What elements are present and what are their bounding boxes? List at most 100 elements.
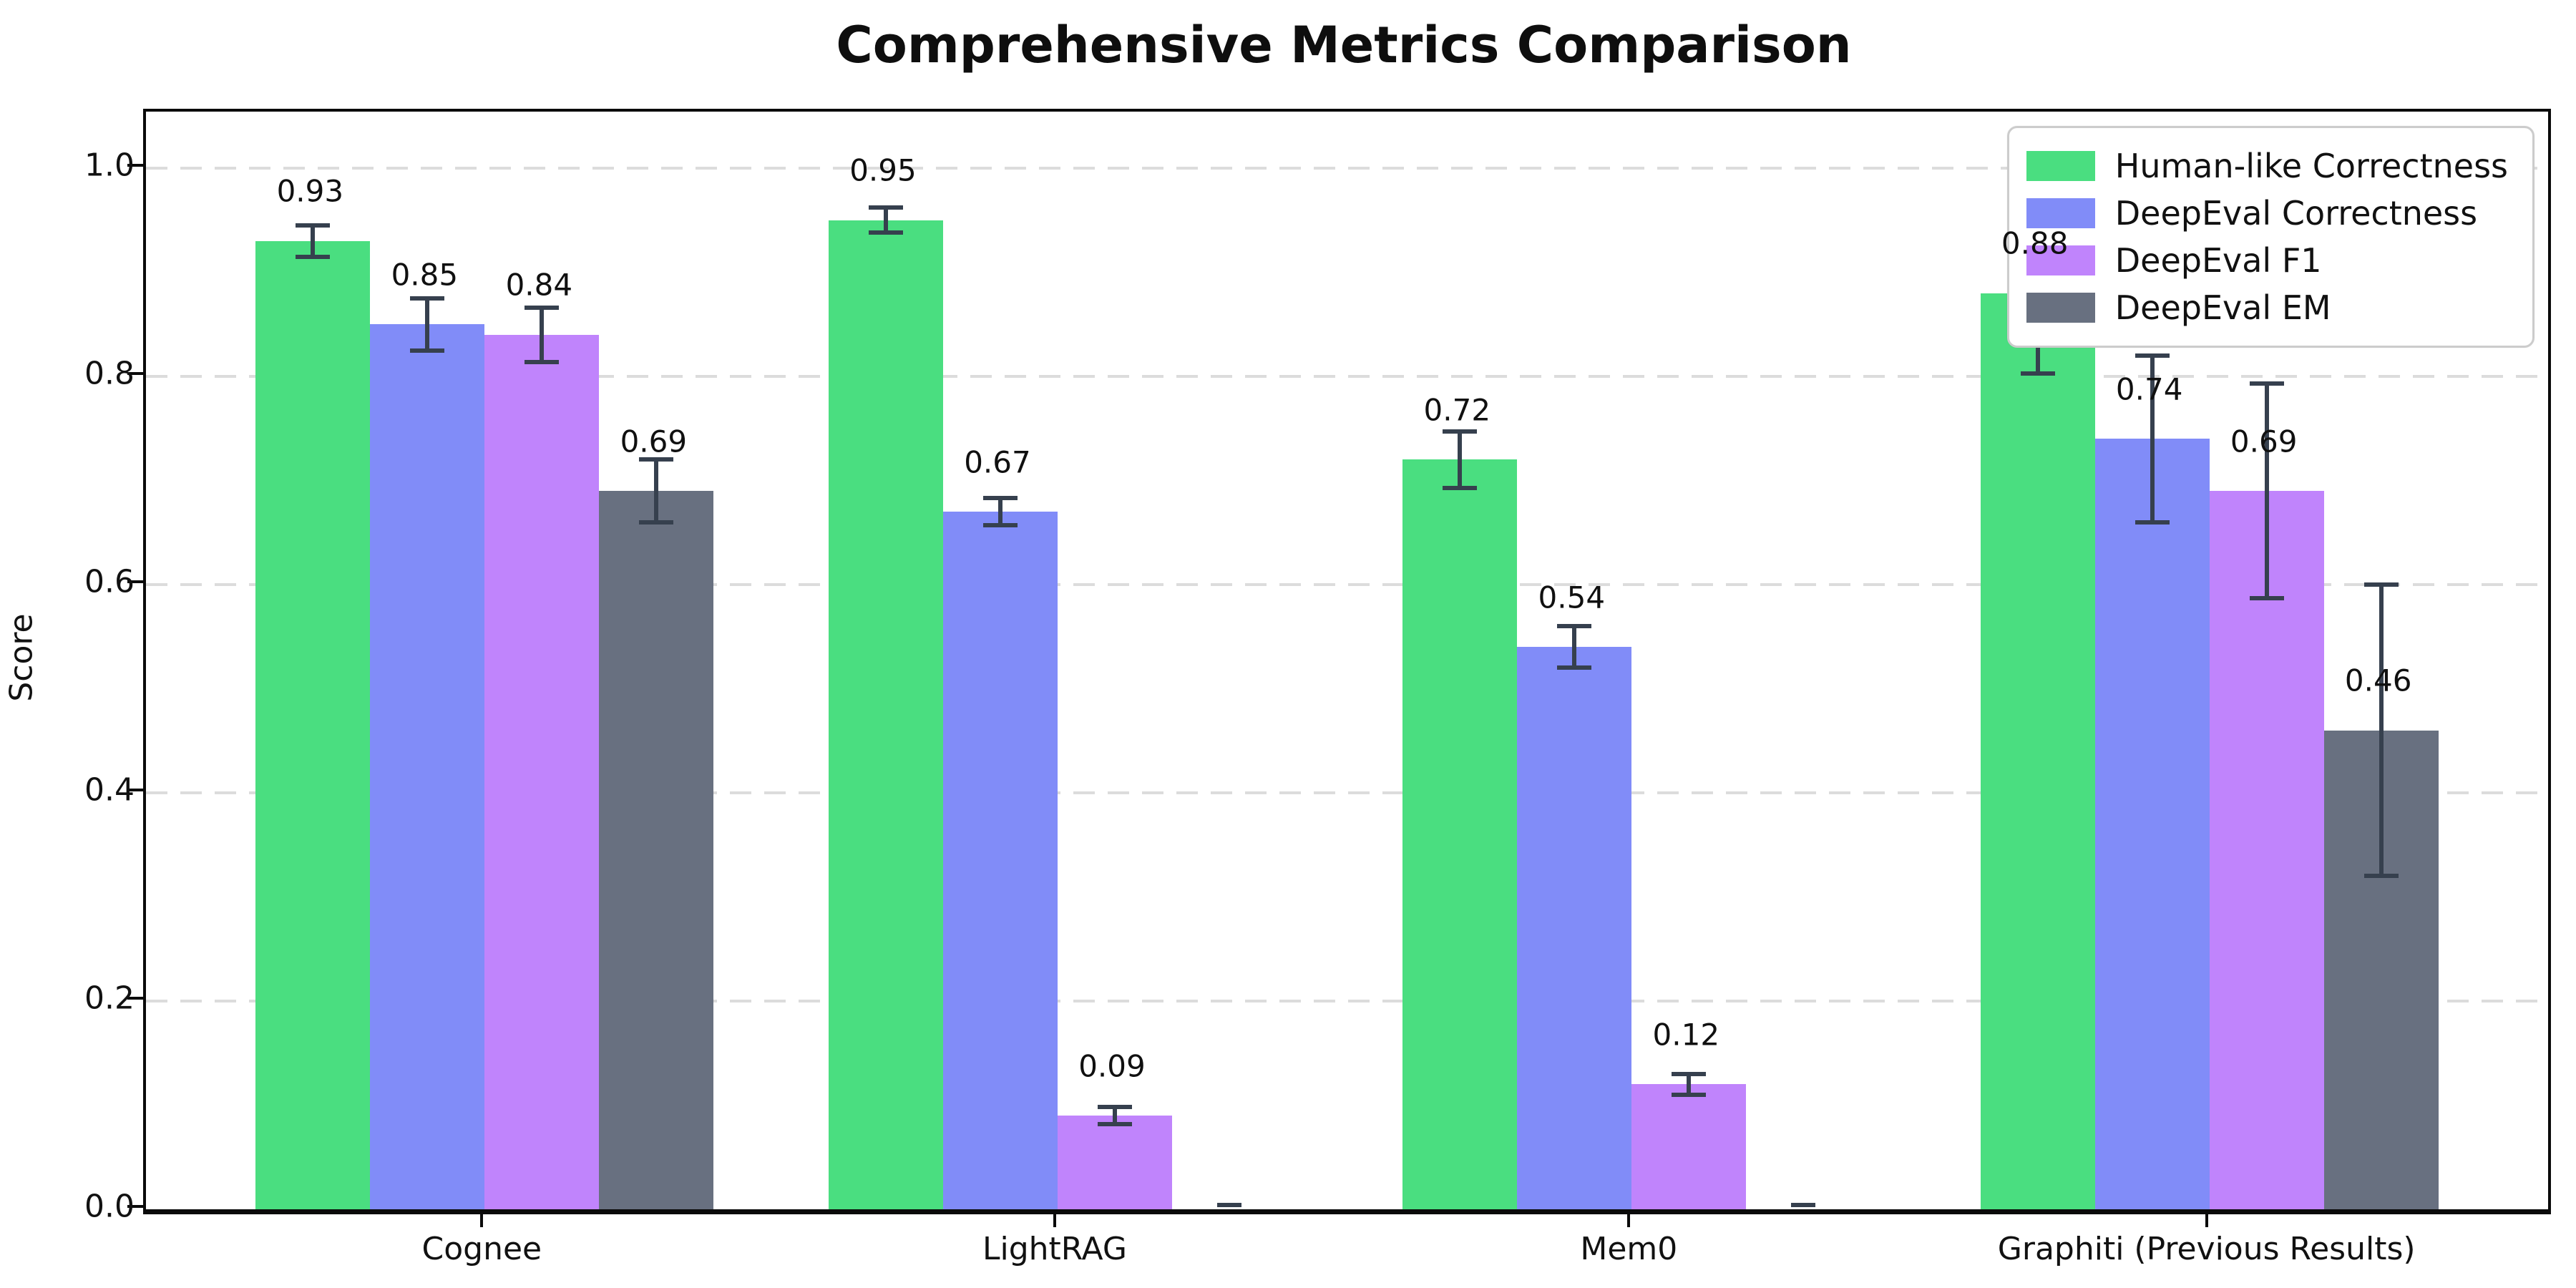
bar-value-label: 0.67 [964,444,1031,480]
bar-value-label: 0.46 [2344,663,2412,698]
bar-value-label: 0.69 [2230,424,2298,459]
y-tick-mark-0.4 [127,789,143,791]
y-axis-label: Score [3,613,40,702]
legend-item-deepeval-f1: DeepEval F1 [2026,237,2508,284]
error-bar-cap-bottom [982,523,1018,528]
bar-deepeval-f1 [484,334,600,1209]
error-bar-cap-bottom [296,254,331,259]
error-bar-cap-top [2249,381,2284,386]
error-bar-cap-bottom [639,519,674,525]
error-bar-cap-bottom [1443,485,1478,490]
bar-deepeval-correctness [1517,647,1632,1209]
bar-human-like-correctness [1980,293,2095,1209]
bar-value-label: 0.88 [2001,225,2069,261]
legend-item-deepeval-em: DeepEval EM [2026,284,2508,331]
bar-value-label: 0.09 [1078,1048,1146,1084]
gridline-0.8 [146,375,2548,378]
error-bar-cap-bottom [2363,874,2399,879]
error-bar-cap-top [1216,1203,1241,1208]
error-bar-cap-bottom [2249,595,2284,600]
bar-deepeval-f1 [1631,1084,1747,1209]
chart-title: Comprehensive Metrics Comparison [836,16,1852,74]
error-bar-cap-top [2135,353,2170,358]
bar-value-label: 0.54 [1538,580,1606,615]
error-bar [311,225,316,257]
error-bar-cap-top [1557,624,1592,629]
y-tick-mark-0.6 [127,580,143,583]
bar-deepeval-correctness [370,324,485,1209]
y-tick-mark-0.8 [127,372,143,375]
bar-value-label: 0.74 [2115,371,2183,407]
bar-human-like-correctness [1402,459,1518,1209]
error-bar [540,307,545,362]
gridline-0.2 [146,1000,2548,1002]
error-bar-cap-top [982,496,1018,501]
bar-value-label: 0.12 [1652,1017,1720,1053]
legend-item-deepeval-correctness: DeepEval Correctness [2026,190,2508,237]
legend-label: DeepEval EM [2114,288,2331,327]
error-bar-cap-top [1097,1105,1132,1110]
error-bar-cap-top [2363,582,2399,587]
bar-value-label: 0.93 [276,173,344,209]
y-tick-label-0.2: 0.2 [84,980,135,1017]
bar-deepeval-correctness [2094,439,2210,1209]
x-tick-mark [480,1211,484,1227]
error-bar-cap-top [296,223,331,228]
legend-swatch [2026,245,2095,275]
legend-label: DeepEval Correctness [2114,194,2478,233]
bar-human-like-correctness [828,220,943,1209]
error-bar-cap-bottom [1557,665,1592,670]
gridline-1.0 [146,167,2548,170]
bar-value-label: 0.84 [505,267,573,303]
x-tick-mark [1053,1211,1056,1227]
legend: Human-like Correctness DeepEval Correctne… [2006,126,2534,348]
error-bar [997,498,1002,526]
error-bar [883,208,888,233]
error-bar-cap-bottom [2020,371,2055,376]
gridline-0.6 [146,583,2548,586]
error-bar-cap-bottom [868,230,903,235]
error-bar [425,298,430,351]
bar-value-label: 0.85 [391,257,459,293]
error-bar [2379,585,2384,877]
x-tick-mark [2205,1211,2208,1227]
error-bar-cap-top [1791,1203,1816,1208]
legend-swatch [2026,151,2095,181]
error-bar-cap-top [525,305,560,310]
y-tick-label-0.6: 0.6 [84,563,135,600]
error-bar-cap-bottom [1097,1121,1132,1126]
bar-deepeval-correctness [942,512,1058,1209]
error-bar [1458,431,1463,488]
legend-swatch [2026,293,2095,323]
error-bar [1112,1107,1117,1124]
y-tick-mark-0.2 [127,997,143,1000]
bar-deepeval-em [599,491,714,1209]
error-bar-cap-bottom [525,359,560,364]
x-tick-label: Cognee [421,1231,542,1267]
error-bar [1572,626,1577,668]
legend-item-human-like-correctness: Human-like Correctness [2026,142,2508,190]
bar-value-label: 0.95 [849,152,917,188]
error-bar [654,459,659,522]
y-tick-mark-1.0 [127,164,143,167]
x-tick-label: LightRAG [982,1231,1127,1267]
bar-value-label: 0.72 [1423,392,1491,428]
x-tick-label: Mem0 [1580,1231,1678,1267]
legend-swatch [2026,198,2095,228]
y-tick-label-0.4: 0.4 [84,771,135,809]
error-bar [2264,384,2269,598]
x-tick-label: Graphiti (Previous Results) [1997,1231,2416,1267]
bar-value-label: 0.69 [620,424,688,459]
y-tick-label-0.0: 0.0 [84,1188,135,1225]
legend-label: DeepEval F1 [2114,241,2322,280]
x-tick-mark [1627,1211,1631,1227]
error-bar-cap-top [1443,429,1478,434]
error-bar-cap-top [639,457,674,462]
y-tick-mark-0.0 [127,1205,143,1208]
error-bar-cap-top [1672,1071,1707,1076]
error-bar-cap-bottom [410,348,445,353]
bar-human-like-correctness [255,240,371,1209]
error-bar [2150,355,2155,522]
gridline-0.4 [146,791,2548,794]
